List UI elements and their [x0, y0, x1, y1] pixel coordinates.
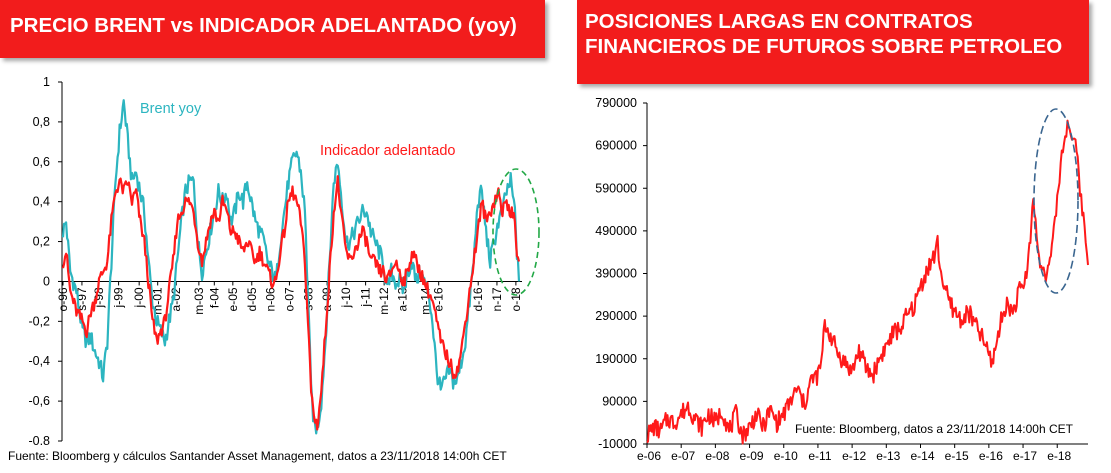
right-x-tick-label: e-12 — [842, 449, 866, 463]
right-chart-source: Fuente: Bloomberg, datos a 23/11/2018 14… — [795, 422, 1073, 436]
right-x-tick-label: e-09 — [740, 449, 764, 463]
left-chart-source: Fuente: Bloomberg y cálculos Santander A… — [8, 449, 507, 463]
right-x-tick-label: e-17 — [1013, 449, 1037, 463]
right-x-tick-label: e-14 — [910, 449, 934, 463]
left-x-tick-label: j-99 — [112, 287, 126, 308]
left-y-tick-label: -0,6 — [28, 394, 50, 408]
right-y-tick-label: 290000 — [595, 309, 637, 323]
right-x-tick-label: e-06 — [637, 449, 661, 463]
left-x-tick-label: a-13 — [396, 287, 410, 311]
left-x-tick-label: m-12 — [377, 287, 391, 315]
right-y-tick-label: -10000 — [598, 437, 637, 451]
left-x-tick-label: n-06 — [264, 287, 278, 311]
left-x-tick-label: f-04 — [207, 287, 221, 308]
right-y-tick-label: 190000 — [595, 352, 637, 366]
left-y-tick-label: 0,8 — [33, 115, 50, 129]
right-y-tick-label: 790000 — [595, 96, 637, 110]
left-y-tick-label: 0,4 — [33, 195, 50, 209]
left-chart-title: PRECIO BRENT vs INDICADOR ADELANTADO (yo… — [10, 14, 517, 37]
left-y-tick-label: -0,2 — [28, 314, 50, 328]
left-x-tick-label: o-96 — [56, 287, 70, 311]
left-chart-title-banner: PRECIO BRENT vs INDICADOR ADELANTADO (yo… — [0, 0, 545, 58]
brent-vs-indicator-chart: 10,80,60,40,20-0,2-0,4-0,6-0,8 o-96 s-97 j… — [28, 75, 540, 445]
left-x-tick-label: m-03 — [192, 287, 206, 315]
left-x-tick-label: d-05 — [245, 287, 259, 311]
right-x-tick-label: e-15 — [945, 449, 969, 463]
left-x-tick-label: j-00 — [132, 287, 146, 308]
brent-yoy-label: Brent yoy — [140, 101, 202, 117]
right-highlight-ellipse — [1033, 108, 1079, 294]
left-x-tick-label: o-18 — [509, 287, 523, 311]
right-y-tick-label: 90000 — [602, 394, 637, 408]
right-x-tick-label: e-08 — [705, 449, 729, 463]
right-x-tick-label: e-18 — [1047, 449, 1071, 463]
right-x-tick-label: e-11 — [808, 449, 831, 463]
left-x-tick-label: o-07 — [282, 287, 296, 311]
left-x-tick-label: d-16 — [471, 287, 485, 311]
leading-indicator-label: Indicador adelantado — [320, 143, 455, 159]
right-x-tick-label: e-07 — [671, 449, 695, 463]
left-y-tick-label: -0,4 — [28, 354, 50, 368]
left-x-tick-label: e-16 — [432, 287, 446, 311]
left-y-tick-label: 0,2 — [33, 235, 50, 249]
left-highlight-ellipse — [492, 168, 540, 296]
leading-indicator-line — [61, 175, 521, 431]
right-chart-title-banner: POSICIONES LARGAS EN CONTRATOS FINANCIER… — [577, 0, 1089, 84]
left-y-tick-label: 0 — [43, 274, 50, 288]
right-y-tick-label: 490000 — [595, 224, 637, 238]
left-y-tick-label: 1 — [43, 75, 50, 89]
right-x-tick-label: e-10 — [774, 449, 798, 463]
right-y-tick-label: 390000 — [595, 267, 637, 281]
left-y-tick-label: -0,8 — [28, 434, 50, 445]
right-x-tick-label: e-13 — [876, 449, 900, 463]
right-y-tick-label: 690000 — [595, 139, 637, 153]
brent-yoy-line — [61, 99, 521, 435]
left-x-tick-label: j-11 — [359, 287, 373, 307]
right-chart-title-line2: FINANCIEROS DE FUTUROS SOBRE PETROLEO — [585, 35, 1063, 58]
left-x-tick-label: j-10 — [339, 287, 353, 308]
left-y-tick-label: 0,6 — [33, 155, 50, 169]
right-x-tick-label: e-16 — [979, 449, 1003, 463]
long-positions-line — [646, 119, 1089, 445]
left-x-tick-label: a-02 — [169, 287, 183, 311]
right-y-tick-label: 590000 — [595, 181, 637, 195]
right-chart-title-line1: POSICIONES LARGAS EN CONTRATOS — [585, 10, 973, 33]
left-x-tick-label: e-05 — [226, 287, 240, 311]
left-x-tick-label: n-17 — [490, 287, 504, 311]
